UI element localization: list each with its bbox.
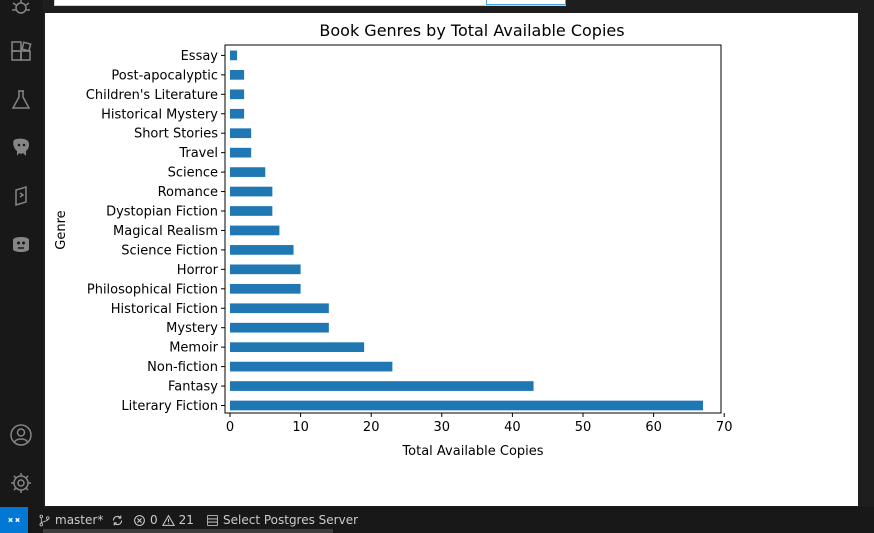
bar-essay bbox=[230, 50, 238, 61]
x-axis-ticks: 0 10 20 30 40 50 60 70 bbox=[226, 413, 733, 435]
bar-romance bbox=[230, 186, 273, 197]
bar-magical-realism bbox=[230, 225, 280, 236]
bar-post-apocalyptic bbox=[230, 70, 245, 80]
error-count: 0 bbox=[150, 513, 158, 527]
chart-title: Book Genres by Total Available Copies bbox=[319, 21, 624, 40]
remote-explorer-icon[interactable] bbox=[8, 183, 34, 209]
error-icon bbox=[134, 514, 145, 526]
category-label: Post-apocalyptic bbox=[111, 68, 218, 83]
category-label: Science bbox=[168, 166, 218, 181]
debug-icon[interactable] bbox=[8, 0, 34, 20]
x-tick-label: 50 bbox=[575, 420, 592, 435]
x-tick-label: 30 bbox=[434, 420, 451, 435]
category-label: Horror bbox=[177, 263, 219, 278]
horizontal-scrollbar[interactable] bbox=[43, 529, 333, 533]
category-label: Fantasy bbox=[168, 380, 218, 395]
notebook-output bbox=[45, 13, 858, 506]
activity-bar bbox=[0, 0, 43, 507]
category-label: Romance bbox=[158, 185, 218, 200]
x-tick-label: 60 bbox=[645, 420, 662, 435]
testing-icon[interactable] bbox=[8, 87, 34, 113]
y-axis-label: Genre bbox=[54, 210, 69, 249]
category-label: Short Stories bbox=[134, 127, 218, 142]
category-label: Children's Literature bbox=[86, 88, 218, 103]
category-label: Magical Realism bbox=[113, 224, 218, 239]
category-label: Historical Fiction bbox=[111, 302, 218, 317]
category-label: Non-fiction bbox=[147, 360, 218, 375]
sync-icon[interactable] bbox=[111, 514, 124, 527]
branch-name: master* bbox=[55, 513, 104, 527]
database-icon[interactable] bbox=[8, 231, 34, 257]
warning-icon bbox=[161, 514, 175, 526]
bar-historical-mystery bbox=[230, 108, 245, 119]
bar-children-s-literature bbox=[230, 89, 245, 100]
bar-science bbox=[230, 167, 266, 177]
bar-memoir bbox=[230, 342, 365, 352]
x-axis-label: Total Available Copies bbox=[401, 444, 543, 459]
bar-historical-fiction bbox=[230, 303, 329, 314]
x-tick-label: 70 bbox=[716, 420, 733, 435]
git-branch-icon bbox=[39, 514, 50, 526]
category-label: Travel bbox=[178, 146, 218, 161]
warning-count: 21 bbox=[178, 513, 194, 527]
extensions-icon[interactable] bbox=[8, 39, 34, 65]
category-label: Dystopian Fiction bbox=[106, 205, 218, 220]
category-label: Memoir bbox=[169, 341, 218, 356]
bar-dystopian-fiction bbox=[230, 206, 273, 216]
bar-science-fiction bbox=[230, 245, 294, 255]
postgres-server-label: Select Postgres Server bbox=[223, 513, 359, 527]
category-label: Historical Mystery bbox=[101, 107, 218, 122]
remote-indicator-button[interactable] bbox=[0, 507, 28, 533]
bar-non-fiction bbox=[230, 361, 393, 372]
bars-group bbox=[230, 50, 704, 411]
category-labels: Literary Fiction Fantasy Non-fiction Memoir… bbox=[86, 49, 225, 414]
settings-gear-icon[interactable] bbox=[8, 470, 34, 496]
category-label: Philosophical Fiction bbox=[87, 282, 218, 297]
bar-chart: Book Genres by Total Available Copies Li… bbox=[54, 21, 733, 459]
bar-literary-fiction bbox=[230, 400, 704, 411]
server-icon bbox=[207, 514, 218, 526]
account-icon[interactable] bbox=[8, 422, 34, 448]
x-tick-label: 10 bbox=[292, 420, 309, 435]
bar-short-stories bbox=[230, 128, 252, 139]
status-bar: master* 0 21 Select Postgres Server bbox=[0, 507, 874, 533]
branch-status[interactable]: master* bbox=[38, 507, 124, 533]
postgres-server-status[interactable]: Select Postgres Server bbox=[206, 507, 358, 533]
remote-icon bbox=[8, 517, 20, 523]
x-tick-label: 40 bbox=[504, 420, 521, 435]
x-tick-label: 20 bbox=[363, 420, 380, 435]
bar-fantasy bbox=[230, 381, 534, 391]
bar-philosophical-fiction bbox=[230, 283, 301, 294]
bar-travel bbox=[230, 147, 252, 158]
postgres-icon[interactable] bbox=[8, 135, 34, 161]
x-tick-label: 0 bbox=[226, 420, 234, 435]
plot-frame bbox=[224, 44, 722, 414]
bar-horror bbox=[230, 264, 301, 275]
problems-status[interactable]: 0 21 bbox=[133, 507, 194, 533]
category-label: Literary Fiction bbox=[121, 399, 218, 414]
bar-mystery bbox=[230, 322, 329, 333]
category-label: Mystery bbox=[166, 321, 218, 336]
category-label: Essay bbox=[181, 49, 219, 64]
category-label: Science Fiction bbox=[121, 243, 218, 258]
cell-focus-highlight bbox=[486, 0, 566, 5]
